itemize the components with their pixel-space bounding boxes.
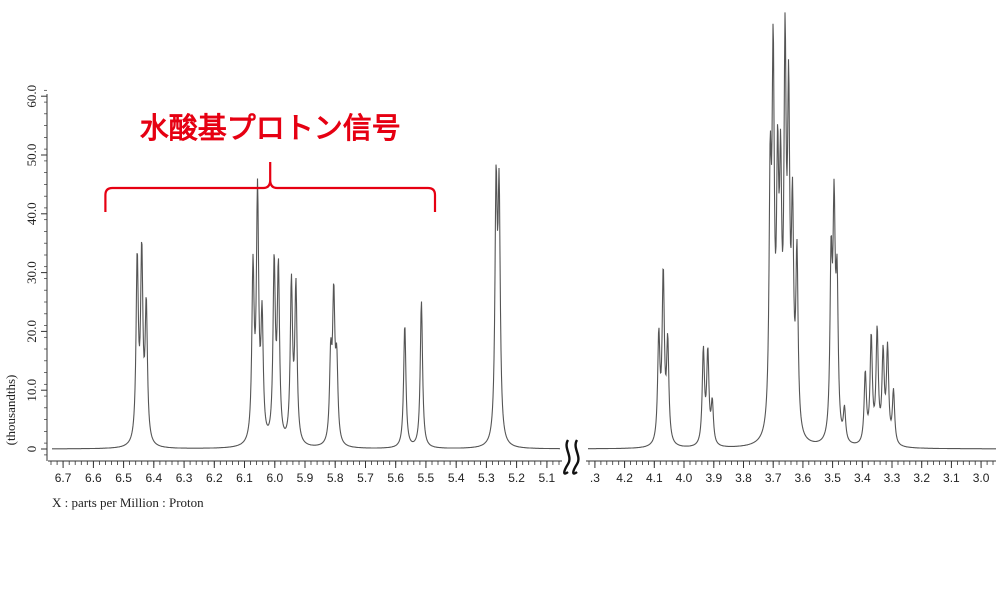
hydroxyl-annotation: 水酸基プロトン信号 bbox=[104, 111, 437, 212]
x-tick-label: 3.0 bbox=[973, 471, 990, 485]
y-tick-label: 60.0 bbox=[24, 85, 39, 108]
x-tick-label: 3.9 bbox=[705, 471, 722, 485]
x-axis-title: X : parts per Million : Proton bbox=[52, 495, 204, 510]
spectrum-trace-2 bbox=[588, 12, 996, 450]
x-tick-label: 3.6 bbox=[795, 471, 812, 485]
x-tick-label: 5.9 bbox=[297, 471, 314, 485]
x-tick-label: 4.2 bbox=[616, 471, 633, 485]
x-tick-label: 5.1 bbox=[539, 471, 556, 485]
x-axis: 6.7 6.6 6.5 6.4 6.3 6.2 6.1 6.0 5.9 5.8 5.7 5.6 5.5 5… bbox=[48, 460, 996, 485]
x-tick-label: 3.1 bbox=[943, 471, 960, 485]
x-tick-label: 5.4 bbox=[448, 471, 465, 485]
y-tick-label: 40.0 bbox=[24, 202, 39, 225]
x-tick-label: 3.7 bbox=[765, 471, 782, 485]
x-tick-label: 3.2 bbox=[913, 471, 930, 485]
x-tick-label: 5.6 bbox=[387, 471, 404, 485]
x-tick-label: 6.7 bbox=[55, 471, 72, 485]
x-tick-label: 5.8 bbox=[327, 471, 344, 485]
x-tick-label: 5.3 bbox=[478, 471, 495, 485]
y-tick-label: 30.0 bbox=[24, 261, 39, 284]
x-tick-label: .3 bbox=[590, 471, 600, 485]
y-axis: 0 10.0 20.0 30.0 40.0 50.0 60.0 bbox=[24, 85, 48, 461]
y-tick-label: 0 bbox=[24, 446, 39, 453]
spectrum-traces bbox=[52, 12, 996, 450]
x-tick-label: 6.2 bbox=[206, 471, 223, 485]
y-tick-label: 10.0 bbox=[24, 379, 39, 402]
x-tick-label: 5.7 bbox=[357, 471, 374, 485]
axis-break-wave bbox=[572, 439, 580, 475]
x-tick-label: 6.4 bbox=[145, 471, 162, 485]
x-tick-label: 4.0 bbox=[676, 471, 693, 485]
axis-break-wave bbox=[563, 439, 571, 475]
axis-break-mark bbox=[562, 436, 586, 476]
x-tick-label: 6.0 bbox=[266, 471, 283, 485]
x-tick-label: 5.2 bbox=[508, 471, 525, 485]
x-tick-label: 3.5 bbox=[824, 471, 841, 485]
y-tick-label: 20.0 bbox=[24, 320, 39, 343]
x-tick-label: 6.1 bbox=[236, 471, 253, 485]
x-tick-label: 3.4 bbox=[854, 471, 871, 485]
y-tick-label: 50.0 bbox=[24, 144, 39, 167]
annotation-bracket bbox=[104, 162, 437, 212]
annotation-text: 水酸基プロトン信号 bbox=[140, 111, 401, 145]
spectrum-trace-1 bbox=[52, 164, 560, 450]
x-tick-label: 4.1 bbox=[646, 471, 663, 485]
x-tick-label: 3.8 bbox=[735, 471, 752, 485]
x-tick-label: 3.3 bbox=[884, 471, 901, 485]
y-axis-title: (thousandths) bbox=[3, 375, 18, 446]
x-tick-label: 6.6 bbox=[85, 471, 102, 485]
x-tick-label: 5.5 bbox=[418, 471, 435, 485]
x-tick-label: 6.5 bbox=[115, 471, 132, 485]
x-tick-label: 6.3 bbox=[176, 471, 193, 485]
